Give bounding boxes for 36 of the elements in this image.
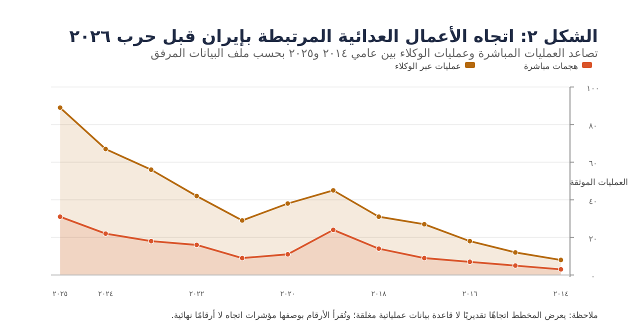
y-axis-title: العمليات الموثقة [570,178,628,188]
point [376,246,382,252]
point [421,221,428,228]
y-tick-label: ٢٠ [588,234,598,244]
point [330,188,336,194]
point [148,166,154,173]
y-tick-label: ٤٠ [588,196,598,206]
y-tick-label: ٠ [590,272,596,281]
point [194,193,200,199]
chart-title: الشكل ٢: اتجاه الأعمال العدائية المرتبطة بإيران قبل حرب ٢٠٢٦ [69,25,598,47]
point [512,250,518,256]
point [102,230,109,237]
point [284,200,291,206]
text: ملاحظة: يعرض المخطط اتجاهًا تقديريًا لا قاعدة بيانات عملياتية مغلقة؛ وتُقرأ الأرقام بوصفها مؤشرات اتجاه لا أرقامًا نهائية. [171,309,598,321]
point [57,104,64,111]
legend-label: عمليات عبر الوكلاء [394,62,461,72]
point [421,255,428,261]
point [148,238,154,244]
point [239,218,246,224]
y-tick-label: ٦٠ [588,159,598,168]
point [376,214,382,220]
y-tick-label: ١٠٠ [586,84,600,93]
point [194,242,200,248]
point [330,226,336,233]
legend-label: هجمات مباشرة [524,62,578,72]
point [512,262,518,268]
y-tick-label: ٨٠ [588,122,598,131]
point [466,238,473,244]
point [558,257,564,263]
point [558,266,564,272]
point [284,251,291,258]
chart-subtitle: تصاعد العمليات المباشرة وعمليات الوكلاء بين عامي ٢٠١٤ و٢٠٢٥ بحسب ملف البيانات المرفق [150,46,598,60]
point [466,258,473,265]
point [239,255,246,261]
point [102,146,109,152]
point [57,214,64,220]
